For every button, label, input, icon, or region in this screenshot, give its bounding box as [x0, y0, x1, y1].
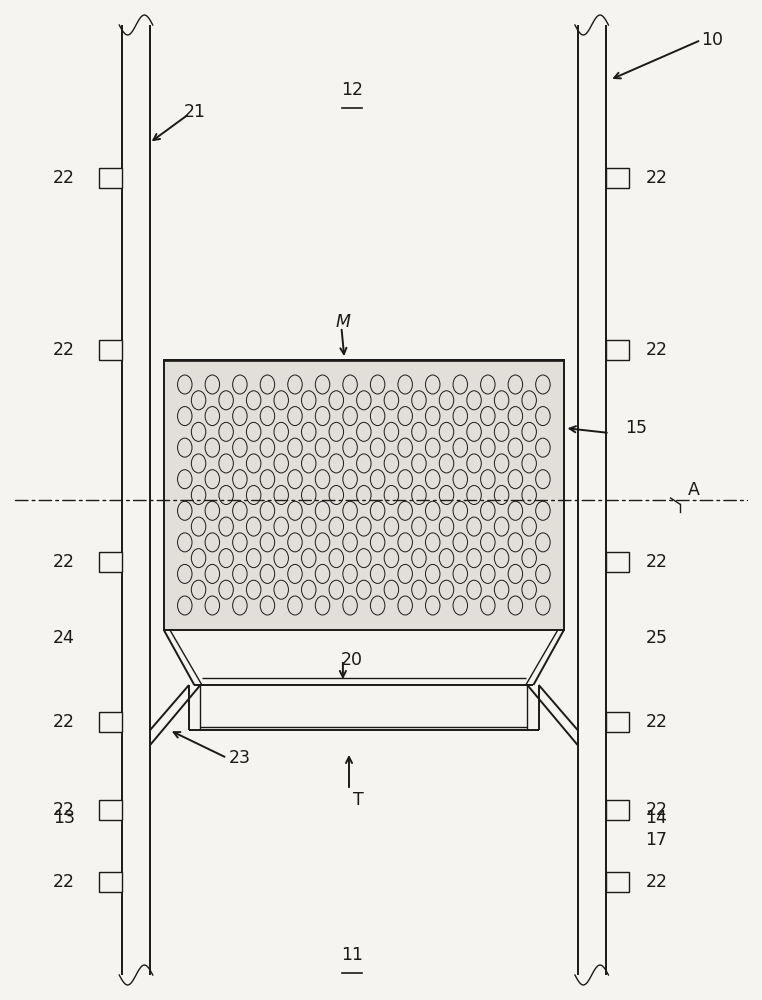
Text: 24: 24	[53, 629, 75, 647]
Bar	[99, 340, 122, 360]
Text: 22: 22	[645, 169, 668, 187]
Text: 22: 22	[53, 713, 75, 731]
Text: 13: 13	[53, 809, 75, 827]
Bar	[99, 168, 122, 188]
Bar	[606, 340, 629, 360]
Text: M: M	[335, 313, 351, 331]
Text: 22: 22	[645, 801, 668, 819]
Bar	[606, 168, 629, 188]
Text: 22: 22	[645, 873, 668, 891]
Text: 22: 22	[645, 553, 668, 571]
Text: 22: 22	[53, 169, 75, 187]
Bar	[99, 800, 122, 820]
Text: 21: 21	[184, 103, 205, 121]
Text: 17: 17	[645, 831, 668, 849]
Bar	[606, 712, 629, 732]
Text: 22: 22	[645, 341, 668, 359]
Bar	[606, 872, 629, 892]
Text: 12: 12	[341, 81, 363, 99]
Bar	[606, 800, 629, 820]
Text: 22: 22	[53, 553, 75, 571]
Text: 22: 22	[645, 713, 668, 731]
Text: T: T	[353, 791, 363, 809]
Text: 23: 23	[229, 749, 251, 767]
Bar	[164, 360, 564, 630]
Bar	[606, 552, 629, 572]
Text: A: A	[687, 481, 700, 499]
Text: 14: 14	[645, 809, 668, 827]
Text: 22: 22	[53, 801, 75, 819]
Text: 15: 15	[625, 419, 647, 437]
Bar	[99, 872, 122, 892]
Bar	[99, 712, 122, 732]
Text: 10: 10	[702, 31, 723, 49]
Bar	[99, 552, 122, 572]
Text: 20: 20	[341, 651, 363, 669]
Text: 22: 22	[53, 341, 75, 359]
Text: 11: 11	[341, 946, 363, 964]
Text: 22: 22	[53, 873, 75, 891]
Text: 25: 25	[645, 629, 668, 647]
